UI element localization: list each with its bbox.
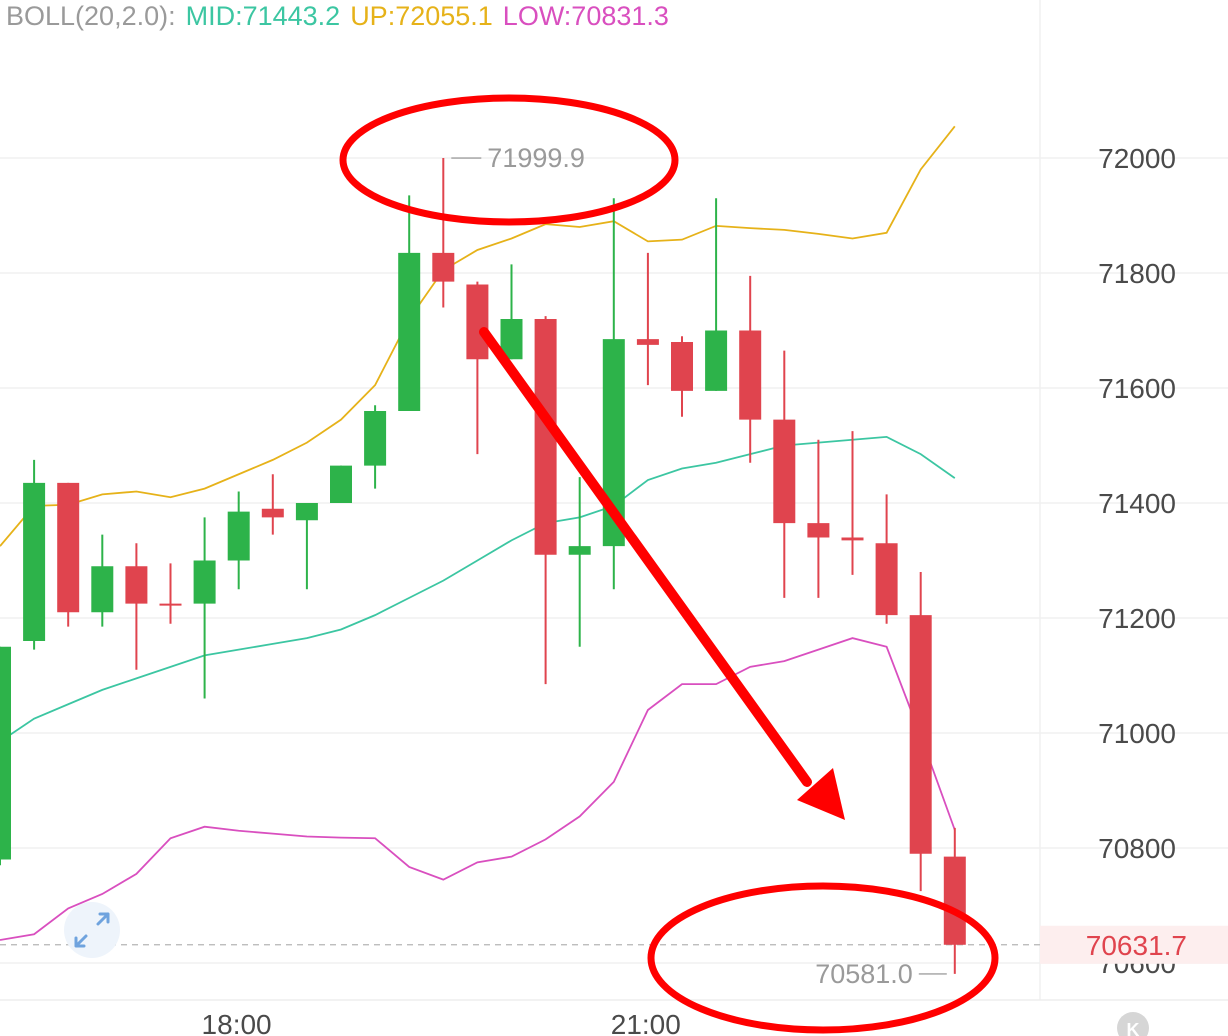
candle-down xyxy=(773,350,796,598)
candle-down xyxy=(534,316,557,685)
expand-icon-glyph xyxy=(74,912,110,948)
candle-body xyxy=(227,511,250,561)
boll-legend: BOLL(20,2.0): MID:71443.2 UP:72055.1 LOW:70… xyxy=(6,0,679,32)
candle-body xyxy=(91,566,114,613)
candle-body xyxy=(841,537,864,541)
candle-down xyxy=(636,252,659,386)
price-tick-label: 71200 xyxy=(1098,603,1176,634)
time-tick-label: 18:00 xyxy=(202,1009,272,1036)
boll-mid-value: MID:71443.2 xyxy=(185,1,341,31)
candle-body xyxy=(568,546,591,555)
candle-up xyxy=(295,503,318,590)
candle-body xyxy=(159,603,182,606)
candle-body xyxy=(671,342,693,391)
downtrend-arrow-shaft xyxy=(479,327,812,787)
candle-up xyxy=(330,465,352,503)
candle-body xyxy=(295,503,318,521)
candle-body xyxy=(773,419,796,524)
candle-body xyxy=(364,411,387,466)
candle-up xyxy=(227,491,250,590)
candle-body xyxy=(602,339,625,547)
boll-up-value: UP:72055.1 xyxy=(350,1,493,31)
boll-label: BOLL(20,2.0): xyxy=(6,1,176,31)
boll-mid-line xyxy=(0,435,956,743)
candle-body xyxy=(807,523,830,538)
candle-down xyxy=(739,275,762,463)
candle-body xyxy=(23,482,46,641)
candle-up xyxy=(91,534,114,627)
low-price-label: 70581.0 xyxy=(815,959,913,989)
candle-down xyxy=(261,474,284,535)
expand-icon-bg xyxy=(64,902,120,958)
boll-low-value: LOW:70831.3 xyxy=(502,1,669,31)
candle-body xyxy=(739,330,762,420)
candle-down xyxy=(875,494,898,624)
time-axis: 18:00 21:00 xyxy=(202,1009,681,1036)
candle-down xyxy=(943,827,966,974)
price-tick-label: 72000 xyxy=(1098,143,1176,174)
candle-down xyxy=(807,439,830,598)
last-price-badge xyxy=(1040,925,1228,964)
annotations xyxy=(339,94,999,1034)
candle-body xyxy=(193,560,216,604)
low-annotation-ellipse xyxy=(647,882,999,1034)
expand-icon[interactable] xyxy=(64,902,120,958)
candle-down xyxy=(57,482,80,627)
price-tick-label: 71000 xyxy=(1098,718,1176,749)
candle-body xyxy=(943,856,966,945)
candle-body xyxy=(466,284,489,360)
downtrend-arrow-head xyxy=(797,768,845,820)
candle-body xyxy=(261,508,284,518)
candle-up xyxy=(0,646,11,866)
price-tick-label: 71400 xyxy=(1098,488,1176,519)
candle-down xyxy=(125,543,148,670)
candle-body xyxy=(875,543,898,616)
candle-body xyxy=(57,482,80,613)
candle-up xyxy=(398,195,421,411)
time-tick-label: 21:00 xyxy=(611,1009,681,1036)
candle-body xyxy=(398,252,421,411)
candle-up xyxy=(705,198,728,391)
candle-body xyxy=(432,252,455,282)
candle-down xyxy=(671,336,693,417)
k-logo-letter: K xyxy=(1127,1020,1140,1036)
price-tick-label: 71800 xyxy=(1098,258,1176,289)
candle-down xyxy=(466,281,489,455)
candle-body xyxy=(636,339,659,345)
k-logo-icon: K xyxy=(1117,1012,1149,1036)
boll-low-line xyxy=(0,637,956,941)
candle-up xyxy=(500,264,523,360)
high-price-label: 71999.9 xyxy=(487,143,585,173)
candle-up xyxy=(23,459,46,650)
candle-body xyxy=(330,465,352,503)
price-tick-label: 70800 xyxy=(1098,833,1176,864)
candle-up xyxy=(568,477,591,647)
price-axis: 7200071800716007140071200710007080070600… xyxy=(1040,143,1228,979)
boll-up-line xyxy=(0,125,956,547)
candle-up xyxy=(364,405,387,489)
price-tick-label: 71600 xyxy=(1098,373,1176,404)
candle-body xyxy=(500,319,523,360)
extreme-labels: 71999.9 70581.0 xyxy=(451,143,947,989)
bollinger-bands xyxy=(0,125,956,941)
candle-body xyxy=(909,615,932,854)
candle-body xyxy=(705,330,728,391)
candle-down xyxy=(159,563,182,624)
candle-down xyxy=(841,431,864,575)
candle-body xyxy=(534,319,557,555)
high-annotation-ellipse xyxy=(339,94,679,226)
last-price-label: 70631.7 xyxy=(1086,930,1187,961)
candle-up xyxy=(602,198,625,590)
k-logo-bg xyxy=(1117,1012,1149,1036)
candles xyxy=(0,158,966,974)
candle-down xyxy=(432,158,455,308)
candle-body xyxy=(125,566,148,604)
candle-down xyxy=(909,572,932,892)
candle-up xyxy=(193,517,216,699)
candle-body xyxy=(0,646,11,860)
chart-icons: K xyxy=(64,902,1149,1036)
